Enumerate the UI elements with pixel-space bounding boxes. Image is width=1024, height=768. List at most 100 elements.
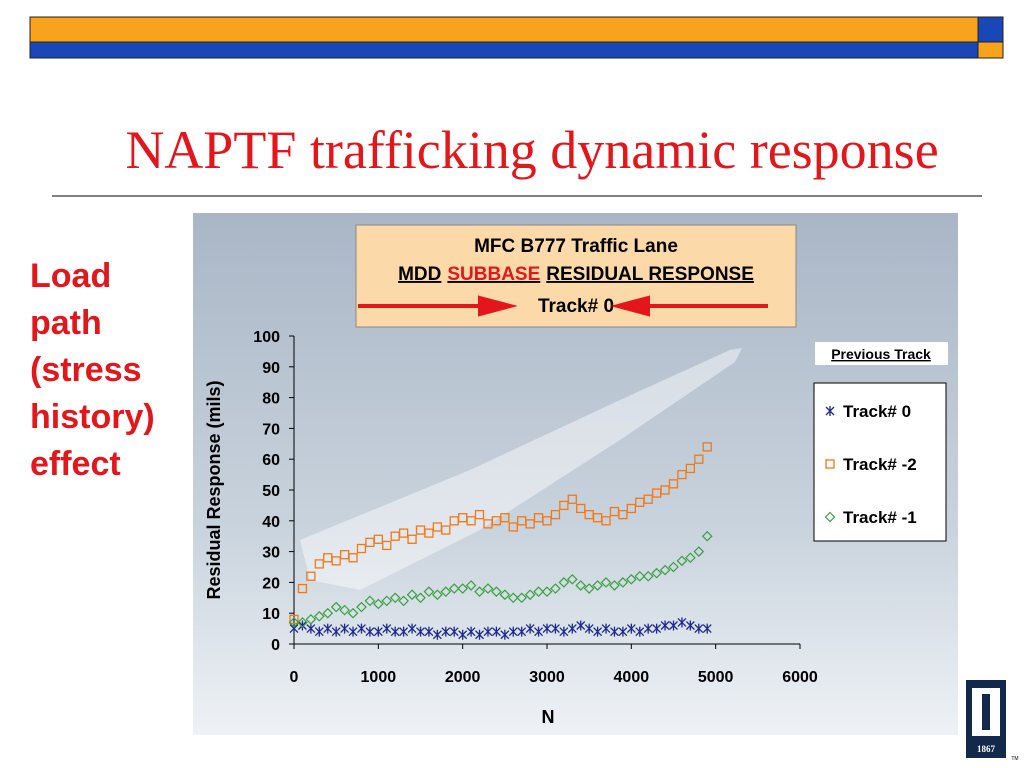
- marker-diamond: [465, 580, 477, 591]
- marker-diamond: [339, 604, 350, 616]
- marker-diamond: [575, 580, 587, 591]
- marker-diamond: [550, 583, 561, 594]
- marker-diamond: [491, 586, 502, 597]
- chart-title: MFC B777 Traffic Lane: [474, 236, 678, 257]
- marker-asterisk: [373, 626, 383, 637]
- marker-diamond: [415, 592, 426, 604]
- marker-diamond: [398, 595, 409, 607]
- marker-asterisk: [517, 626, 527, 637]
- marker-square: [825, 459, 835, 469]
- y-tick-label: 50: [262, 483, 280, 500]
- slide-title: NAPTF trafficking dynamic response: [125, 120, 938, 180]
- legend-label: Track# -2: [843, 455, 917, 474]
- x-tick-label: 4000: [614, 669, 650, 686]
- marker-asterisk: [416, 626, 425, 637]
- x-tick-label: 5000: [698, 669, 734, 686]
- marker-square: [668, 479, 679, 489]
- marker-diamond: [609, 580, 620, 591]
- marker-asterisk: [525, 623, 535, 634]
- marker-diamond: [372, 598, 384, 610]
- marker-square: [626, 503, 636, 514]
- marker-diamond: [423, 586, 435, 597]
- marker-square: [694, 454, 704, 464]
- marker-diamond: [642, 570, 654, 582]
- marker-square: [474, 509, 485, 520]
- marker-asterisk: [500, 629, 510, 640]
- side-text: Load path (stress history) effect: [30, 257, 155, 483]
- marker-diamond: [457, 583, 469, 594]
- marker-asterisk: [331, 626, 341, 637]
- marker-asterisk: [694, 623, 704, 634]
- marker-square: [508, 522, 518, 532]
- marker-asterisk: [677, 617, 687, 628]
- marker-asterisk: [652, 623, 662, 634]
- marker-square: [441, 525, 451, 535]
- marker-asterisk: [382, 623, 392, 634]
- marker-diamond: [541, 586, 553, 597]
- subtitle-part: SUBBASE: [447, 264, 540, 285]
- y-tick-label: 0: [271, 637, 280, 654]
- marker-asterisk: [475, 629, 484, 640]
- marker-asterisk: [432, 629, 442, 640]
- marker-square: [685, 463, 696, 474]
- marker-diamond: [482, 583, 494, 594]
- marker-asterisk: [483, 626, 493, 637]
- marker-diamond: [313, 610, 325, 622]
- legend-label: Track# 0: [843, 402, 911, 421]
- airplane-image: [300, 348, 742, 590]
- marker-diamond: [347, 607, 359, 619]
- marker-square: [542, 516, 552, 526]
- subtitle-part: RESIDUAL RESPONSE: [546, 264, 754, 285]
- side-text-line: Load: [30, 257, 111, 295]
- y-tick-label: 30: [262, 545, 280, 562]
- marker-diamond: [533, 586, 544, 597]
- y-tick-label: 100: [253, 329, 280, 346]
- marker-square: [702, 442, 712, 452]
- legend-title-box: [815, 342, 948, 365]
- marker-asterisk: [424, 626, 434, 637]
- logo-column: [982, 694, 990, 730]
- marker-square: [424, 528, 434, 538]
- marker-diamond: [364, 595, 376, 607]
- marker-square: [356, 543, 367, 554]
- y-tick-label: 80: [262, 391, 280, 408]
- marker-asterisk: [340, 623, 350, 634]
- marker-diamond: [499, 589, 511, 601]
- marker-asterisk: [508, 626, 518, 637]
- y-tick-label: 90: [262, 360, 280, 377]
- marker-diamond: [297, 617, 308, 628]
- marker-asterisk: [458, 629, 468, 640]
- marker-square: [500, 513, 510, 523]
- marker-asterisk: [825, 406, 835, 416]
- marker-asterisk: [660, 620, 670, 631]
- marker-asterisk: [610, 626, 619, 637]
- marker-asterisk: [593, 626, 603, 637]
- marker-asterisk: [601, 623, 611, 634]
- marker-asterisk: [542, 623, 552, 634]
- subtitle-part: MDD: [398, 264, 441, 285]
- marker-diamond: [592, 580, 603, 591]
- marker-asterisk: [390, 626, 400, 637]
- marker-square: [559, 500, 569, 511]
- marker-asterisk: [643, 623, 653, 634]
- y-tick-label: 60: [262, 452, 280, 469]
- marker-diamond: [651, 567, 662, 579]
- marker-square: [373, 534, 383, 544]
- marker-diamond: [693, 546, 705, 557]
- legend-title: Previous Track: [831, 346, 931, 362]
- logo-mark: TM: [1011, 756, 1018, 762]
- marker-diamond: [701, 530, 713, 542]
- corner-square: [977, 41, 1004, 59]
- marker-asterisk: [466, 626, 476, 637]
- marker-diamond: [432, 589, 443, 601]
- top-bar-stripe: [29, 41, 979, 59]
- marker-square: [289, 614, 299, 625]
- marker-diamond: [448, 583, 460, 594]
- marker-diamond: [685, 552, 696, 564]
- y-tick-label: 40: [262, 514, 280, 531]
- marker-asterisk: [550, 623, 560, 634]
- marker-square: [407, 534, 417, 544]
- marker-asterisk: [685, 620, 695, 631]
- marker-asterisk: [357, 623, 366, 634]
